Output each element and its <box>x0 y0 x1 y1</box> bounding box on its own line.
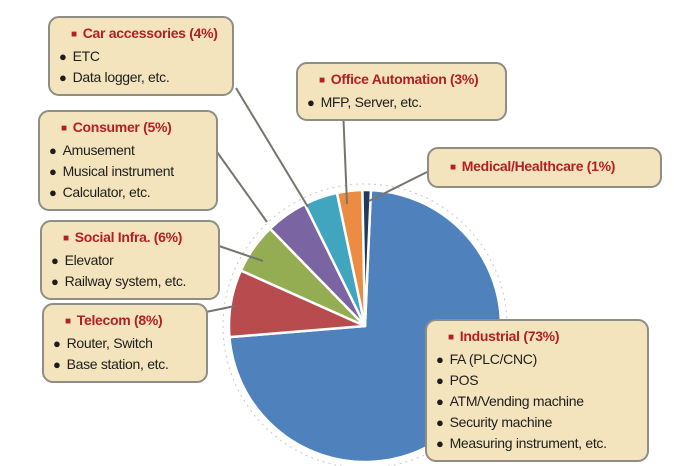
red-square-bullet-icon: ■ <box>65 316 71 327</box>
bullet-icon: ● <box>436 415 444 430</box>
leader-line-office-automation <box>342 107 348 205</box>
bullet-icon: ● <box>436 352 444 367</box>
callout-item: ● Router, Switch <box>53 335 153 351</box>
callout-industrial: ■ Industrial (73%) ● FA (PLC/CNC) ● POS ● AT… <box>425 319 649 462</box>
callout-car-accessories: ■ Car accessories (4%) ● ETC ● Data logger,… <box>48 16 234 96</box>
bullet-icon: ● <box>49 164 57 179</box>
red-square-bullet-icon: ■ <box>448 332 454 343</box>
leader-lines <box>205 87 428 313</box>
bullet-icon: ● <box>59 70 67 85</box>
callout-title: ■ Consumer (5%) <box>61 119 172 135</box>
bullet-icon: ● <box>49 143 57 158</box>
bullet-icon: ● <box>53 357 61 372</box>
callout-item: ● Base station, etc. <box>53 356 169 372</box>
red-square-bullet-icon: ■ <box>71 29 77 40</box>
callout-item: ● Railway system, etc. <box>51 273 187 289</box>
callout-consumer: ■ Consumer (5%) ● Amusement ● Musical instr… <box>38 110 218 211</box>
bullet-icon: ● <box>307 95 315 110</box>
callout-title: ■ Office Automation (3%) <box>319 71 479 87</box>
red-square-bullet-icon: ■ <box>319 75 325 86</box>
callout-item: ● Security machine <box>436 414 553 430</box>
red-square-bullet-icon: ■ <box>61 123 67 134</box>
leader-line-medical-healthcare <box>368 171 428 202</box>
callout-item: ● FA (PLC/CNC) <box>436 351 537 367</box>
callout-item: ● MFP, Server, etc. <box>307 94 422 110</box>
pie-slice-medical-healthcare <box>361 188 373 328</box>
callout-office-automation: ■ Office Automation (3%) ● MFP, Server, et… <box>296 62 507 121</box>
callout-item: ● Measuring instrument, etc. <box>436 435 607 451</box>
callout-item: ● ETC <box>59 48 100 64</box>
callout-title: ■ Telecom (8%) <box>65 312 163 328</box>
leader-line-telecom <box>205 305 236 313</box>
bullet-icon: ● <box>49 185 57 200</box>
callout-item: ● Musical instrument <box>49 163 174 179</box>
bullet-icon: ● <box>59 49 67 64</box>
bullet-icon: ● <box>436 394 444 409</box>
callout-item: ● ATM/Vending machine <box>436 393 584 409</box>
callout-item: ● Calculator, etc. <box>49 184 151 200</box>
callout-item: ● Data logger, etc. <box>59 69 170 85</box>
red-square-bullet-icon: ■ <box>63 233 69 244</box>
leader-line-car-accessories <box>235 87 309 208</box>
callout-social-infra: ■ Social Infra. (6%) ● Elevator ● Railway s… <box>40 220 220 300</box>
callout-item: ● Amusement <box>49 142 135 158</box>
callout-title: ■ Car accessories (4%) <box>71 25 218 41</box>
bullet-icon: ● <box>53 336 61 351</box>
bullet-icon: ● <box>436 436 444 451</box>
red-square-bullet-icon: ■ <box>450 162 456 173</box>
callout-item: ● Elevator <box>51 252 114 268</box>
leader-line-consumer <box>216 151 268 223</box>
callout-title: ■ Social Infra. (6%) <box>63 229 183 245</box>
leader-line-social-infra <box>218 245 264 262</box>
callout-item: ● POS <box>436 372 479 388</box>
callout-medical-healthcare: ■ Medical/Healthcare (1%) <box>427 147 662 188</box>
bullet-icon: ● <box>436 373 444 388</box>
callout-title: ■ Industrial (73%) <box>448 328 560 344</box>
callout-telecom: ■ Telecom (8%) ● Router, Switch ● Base stat… <box>42 303 208 383</box>
callout-title: ■ Medical/Healthcare (1%) <box>450 158 616 174</box>
bullet-icon: ● <box>51 274 59 289</box>
bullet-icon: ● <box>51 253 59 268</box>
